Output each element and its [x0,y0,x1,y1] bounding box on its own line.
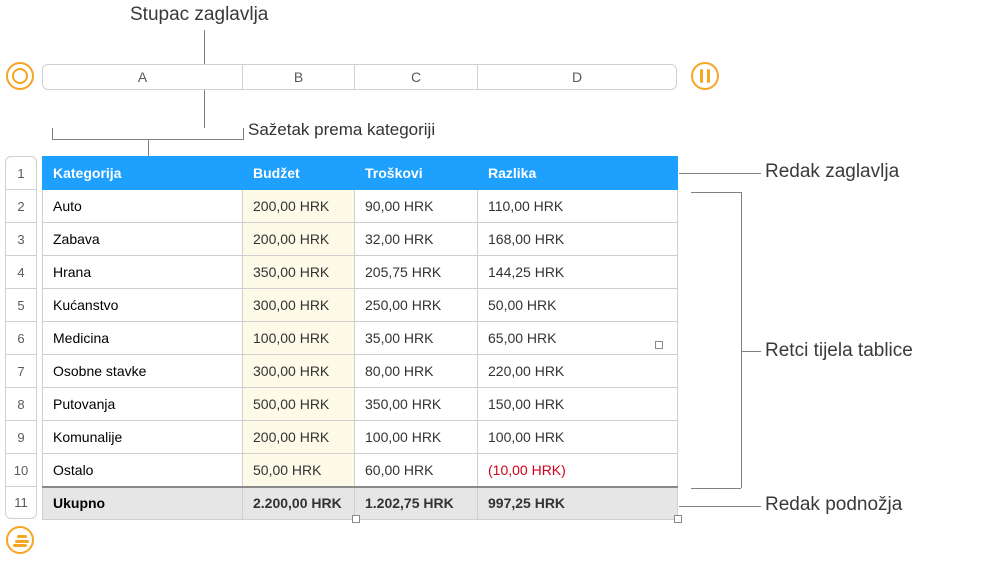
leader-line [679,506,761,507]
cell-diff[interactable]: 150,00 HRK [478,388,678,421]
cell-budget[interactable]: 350,00 HRK [243,256,355,289]
leader-line [741,192,742,488]
row-header-10[interactable]: 10 [5,453,37,486]
row-header-9[interactable]: 9 [5,420,37,453]
table-title[interactable]: Sažetak prema kategoriji [248,120,435,140]
table-row[interactable]: Auto200,00 HRK90,00 HRK110,00 HRK [43,190,678,223]
th-diff[interactable]: Razlika [478,157,678,190]
row-header-4[interactable]: 4 [5,255,37,288]
footer-diff[interactable]: 997,25 HRK [478,487,678,520]
cell-budget[interactable]: 500,00 HRK [243,388,355,421]
cell-category[interactable]: Hrana [43,256,243,289]
cell-diff[interactable]: 65,00 HRK [478,322,678,355]
cell-costs[interactable]: 350,00 HRK [355,388,478,421]
cell-costs[interactable]: 205,75 HRK [355,256,478,289]
row-header-3[interactable]: 3 [5,222,37,255]
column-header-b[interactable]: B [242,64,354,90]
selection-handle[interactable] [655,341,663,349]
table-row[interactable]: Putovanja500,00 HRK350,00 HRK150,00 HRK [43,388,678,421]
row-header-5[interactable]: 5 [5,288,37,321]
leader-line [148,140,149,156]
table-select-handle[interactable] [6,62,34,90]
add-row-handle[interactable] [6,526,34,554]
cell-costs[interactable]: 250,00 HRK [355,289,478,322]
cell-category[interactable]: Osobne stavke [43,355,243,388]
cell-category[interactable]: Ostalo [43,454,243,487]
row-header-1[interactable]: 1 [5,156,37,189]
table-row[interactable]: Hrana350,00 HRK205,75 HRK144,25 HRK [43,256,678,289]
row-header-11[interactable]: 11 [5,486,37,519]
cell-budget[interactable]: 100,00 HRK [243,322,355,355]
footer-label[interactable]: Ukupno [43,487,243,520]
cell-diff[interactable]: 110,00 HRK [478,190,678,223]
table-row[interactable]: Medicina100,00 HRK35,00 HRK65,00 HRK [43,322,678,355]
row-headers-bar: 1 2 3 4 5 6 7 8 9 10 11 [5,156,37,519]
table-row[interactable]: Komunalije200,00 HRK100,00 HRK100,00 HRK [43,421,678,454]
cell-budget[interactable]: 300,00 HRK [243,355,355,388]
callout-footer-row: Redak podnožja [765,494,902,516]
cell-costs[interactable]: 60,00 HRK [355,454,478,487]
footer-costs[interactable]: 1.202,75 HRK [355,487,478,520]
th-category[interactable]: Kategorija [43,157,243,190]
row-header-2[interactable]: 2 [5,189,37,222]
cell-costs[interactable]: 100,00 HRK [355,421,478,454]
cell-category[interactable]: Putovanja [43,388,243,421]
table-row[interactable]: Kućanstvo300,00 HRK250,00 HRK50,00 HRK [43,289,678,322]
budget-table[interactable]: Kategorija Budžet Troškovi Razlika Auto2… [42,156,678,520]
cell-category[interactable]: Kućanstvo [43,289,243,322]
table-row[interactable]: Osobne stavke300,00 HRK80,00 HRK220,00 H… [43,355,678,388]
cell-diff[interactable]: 100,00 HRK [478,421,678,454]
th-costs[interactable]: Troškovi [355,157,478,190]
cell-category[interactable]: Auto [43,190,243,223]
cell-category[interactable]: Komunalije [43,421,243,454]
footer-budget[interactable]: 2.200,00 HRK [243,487,355,520]
column-headers-bar: A B C D [42,64,677,90]
column-header-c[interactable]: C [354,64,477,90]
cell-budget[interactable]: 50,00 HRK [243,454,355,487]
leader-line [691,488,741,489]
th-budget[interactable]: Budžet [243,157,355,190]
table-header-row[interactable]: Kategorija Budžet Troškovi Razlika [43,157,678,190]
row-header-8[interactable]: 8 [5,387,37,420]
table-footer-row[interactable]: Ukupno 2.200,00 HRK 1.202,75 HRK 997,25 … [43,487,678,520]
table-body: Auto200,00 HRK90,00 HRK110,00 HRKZabava2… [43,190,678,487]
cell-budget[interactable]: 200,00 HRK [243,223,355,256]
cell-diff[interactable]: 144,25 HRK [478,256,678,289]
table-row[interactable]: Zabava200,00 HRK32,00 HRK168,00 HRK [43,223,678,256]
cell-diff[interactable]: 168,00 HRK [478,223,678,256]
cell-category[interactable]: Zabava [43,223,243,256]
cell-budget[interactable]: 200,00 HRK [243,190,355,223]
row-header-6[interactable]: 6 [5,321,37,354]
selection-handle[interactable] [352,515,360,523]
cell-diff[interactable]: (10,00 HRK) [478,454,678,487]
cell-diff[interactable]: 220,00 HRK [478,355,678,388]
cell-costs[interactable]: 32,00 HRK [355,223,478,256]
row-header-7[interactable]: 7 [5,354,37,387]
cell-category[interactable]: Medicina [43,322,243,355]
cell-diff[interactable]: 50,00 HRK [478,289,678,322]
cell-budget[interactable]: 300,00 HRK [243,289,355,322]
callout-header-row: Redak zaglavlja [765,161,899,183]
add-column-handle[interactable] [691,62,719,90]
column-header-d[interactable]: D [477,64,677,90]
cell-costs[interactable]: 35,00 HRK [355,322,478,355]
leader-line [679,173,761,174]
callout-body-rows: Retci tijela tablice [765,340,913,362]
leader-bracket [52,128,244,140]
leader-line [691,192,741,193]
leader-line [741,351,761,352]
selection-handle[interactable] [674,515,682,523]
table-row[interactable]: Ostalo50,00 HRK60,00 HRK(10,00 HRK) [43,454,678,487]
column-header-a[interactable]: A [42,64,242,90]
cell-costs[interactable]: 90,00 HRK [355,190,478,223]
cell-costs[interactable]: 80,00 HRK [355,355,478,388]
cell-budget[interactable]: 200,00 HRK [243,421,355,454]
callout-header-column: Stupac zaglavlja [130,4,268,26]
